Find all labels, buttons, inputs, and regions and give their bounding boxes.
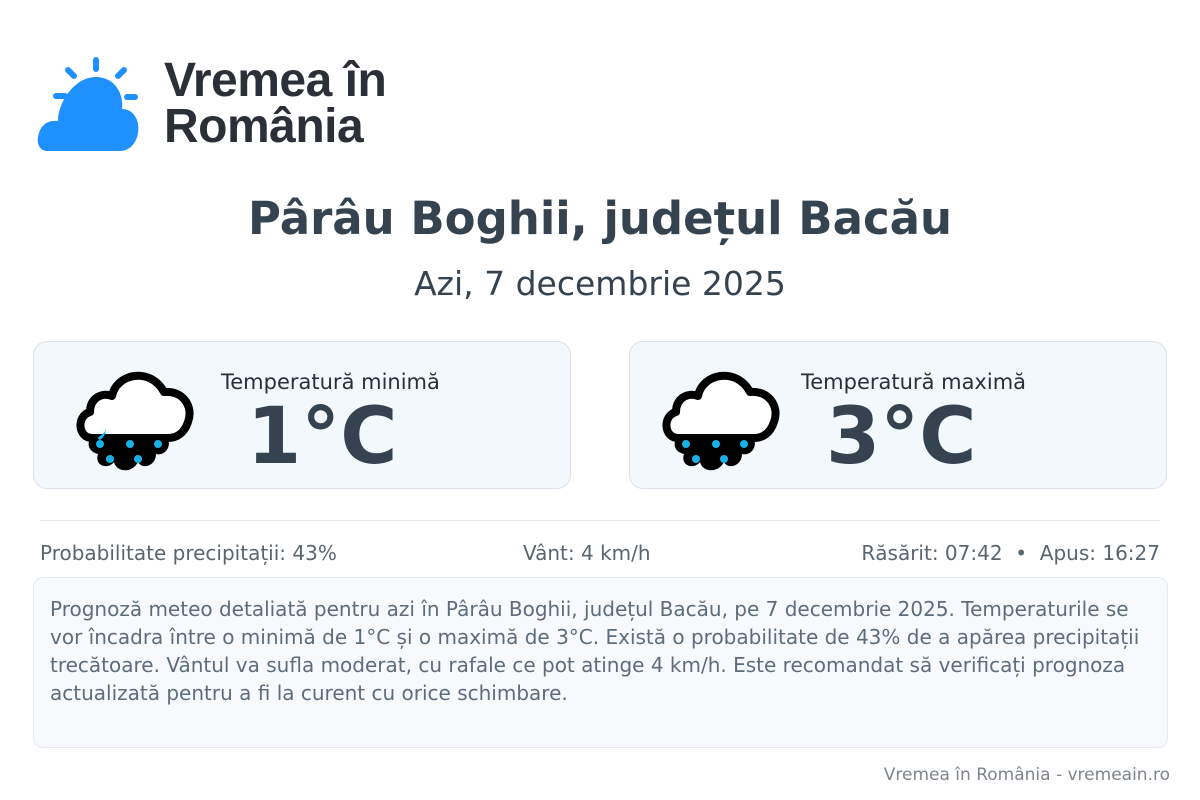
footer-credit: Vremea în România - vremeain.ro [883, 765, 1170, 785]
forecast-date: Azi, 7 decembrie 2025 [414, 264, 786, 303]
forecast-description: Prognoză meteo detaliată pentru azi în P… [33, 577, 1168, 748]
wind-speed: Vânt: 4 km/h [523, 541, 651, 565]
sunrise-sunset: Răsărit: 07:42 • Apus: 16:27 [861, 541, 1160, 565]
max-temp-value: 3°C [826, 392, 977, 482]
rain-cloud-icon [662, 371, 780, 471]
min-temp-value: 1°C [247, 392, 398, 482]
logo: Vremea în România [36, 54, 387, 153]
precipitation-probability: Probabilitate precipitații: 43% [40, 541, 337, 565]
rain-cloud-icon [76, 371, 194, 471]
sun-cloud-icon [37, 57, 139, 151]
divider [40, 520, 1160, 521]
brand-line-2: România [164, 100, 364, 153]
page-title: Pârâu Boghii, județul Bacău [247, 192, 953, 245]
max-temp-card: Temperatură maximă 3°C [629, 341, 1167, 489]
brand-line-1: Vremea în [164, 54, 387, 107]
min-temp-label: Temperatură minimă [221, 370, 440, 394]
max-temp-label: Temperatură maximă [801, 370, 1027, 394]
min-temp-card: Temperatură minimă 1°C [33, 341, 571, 489]
